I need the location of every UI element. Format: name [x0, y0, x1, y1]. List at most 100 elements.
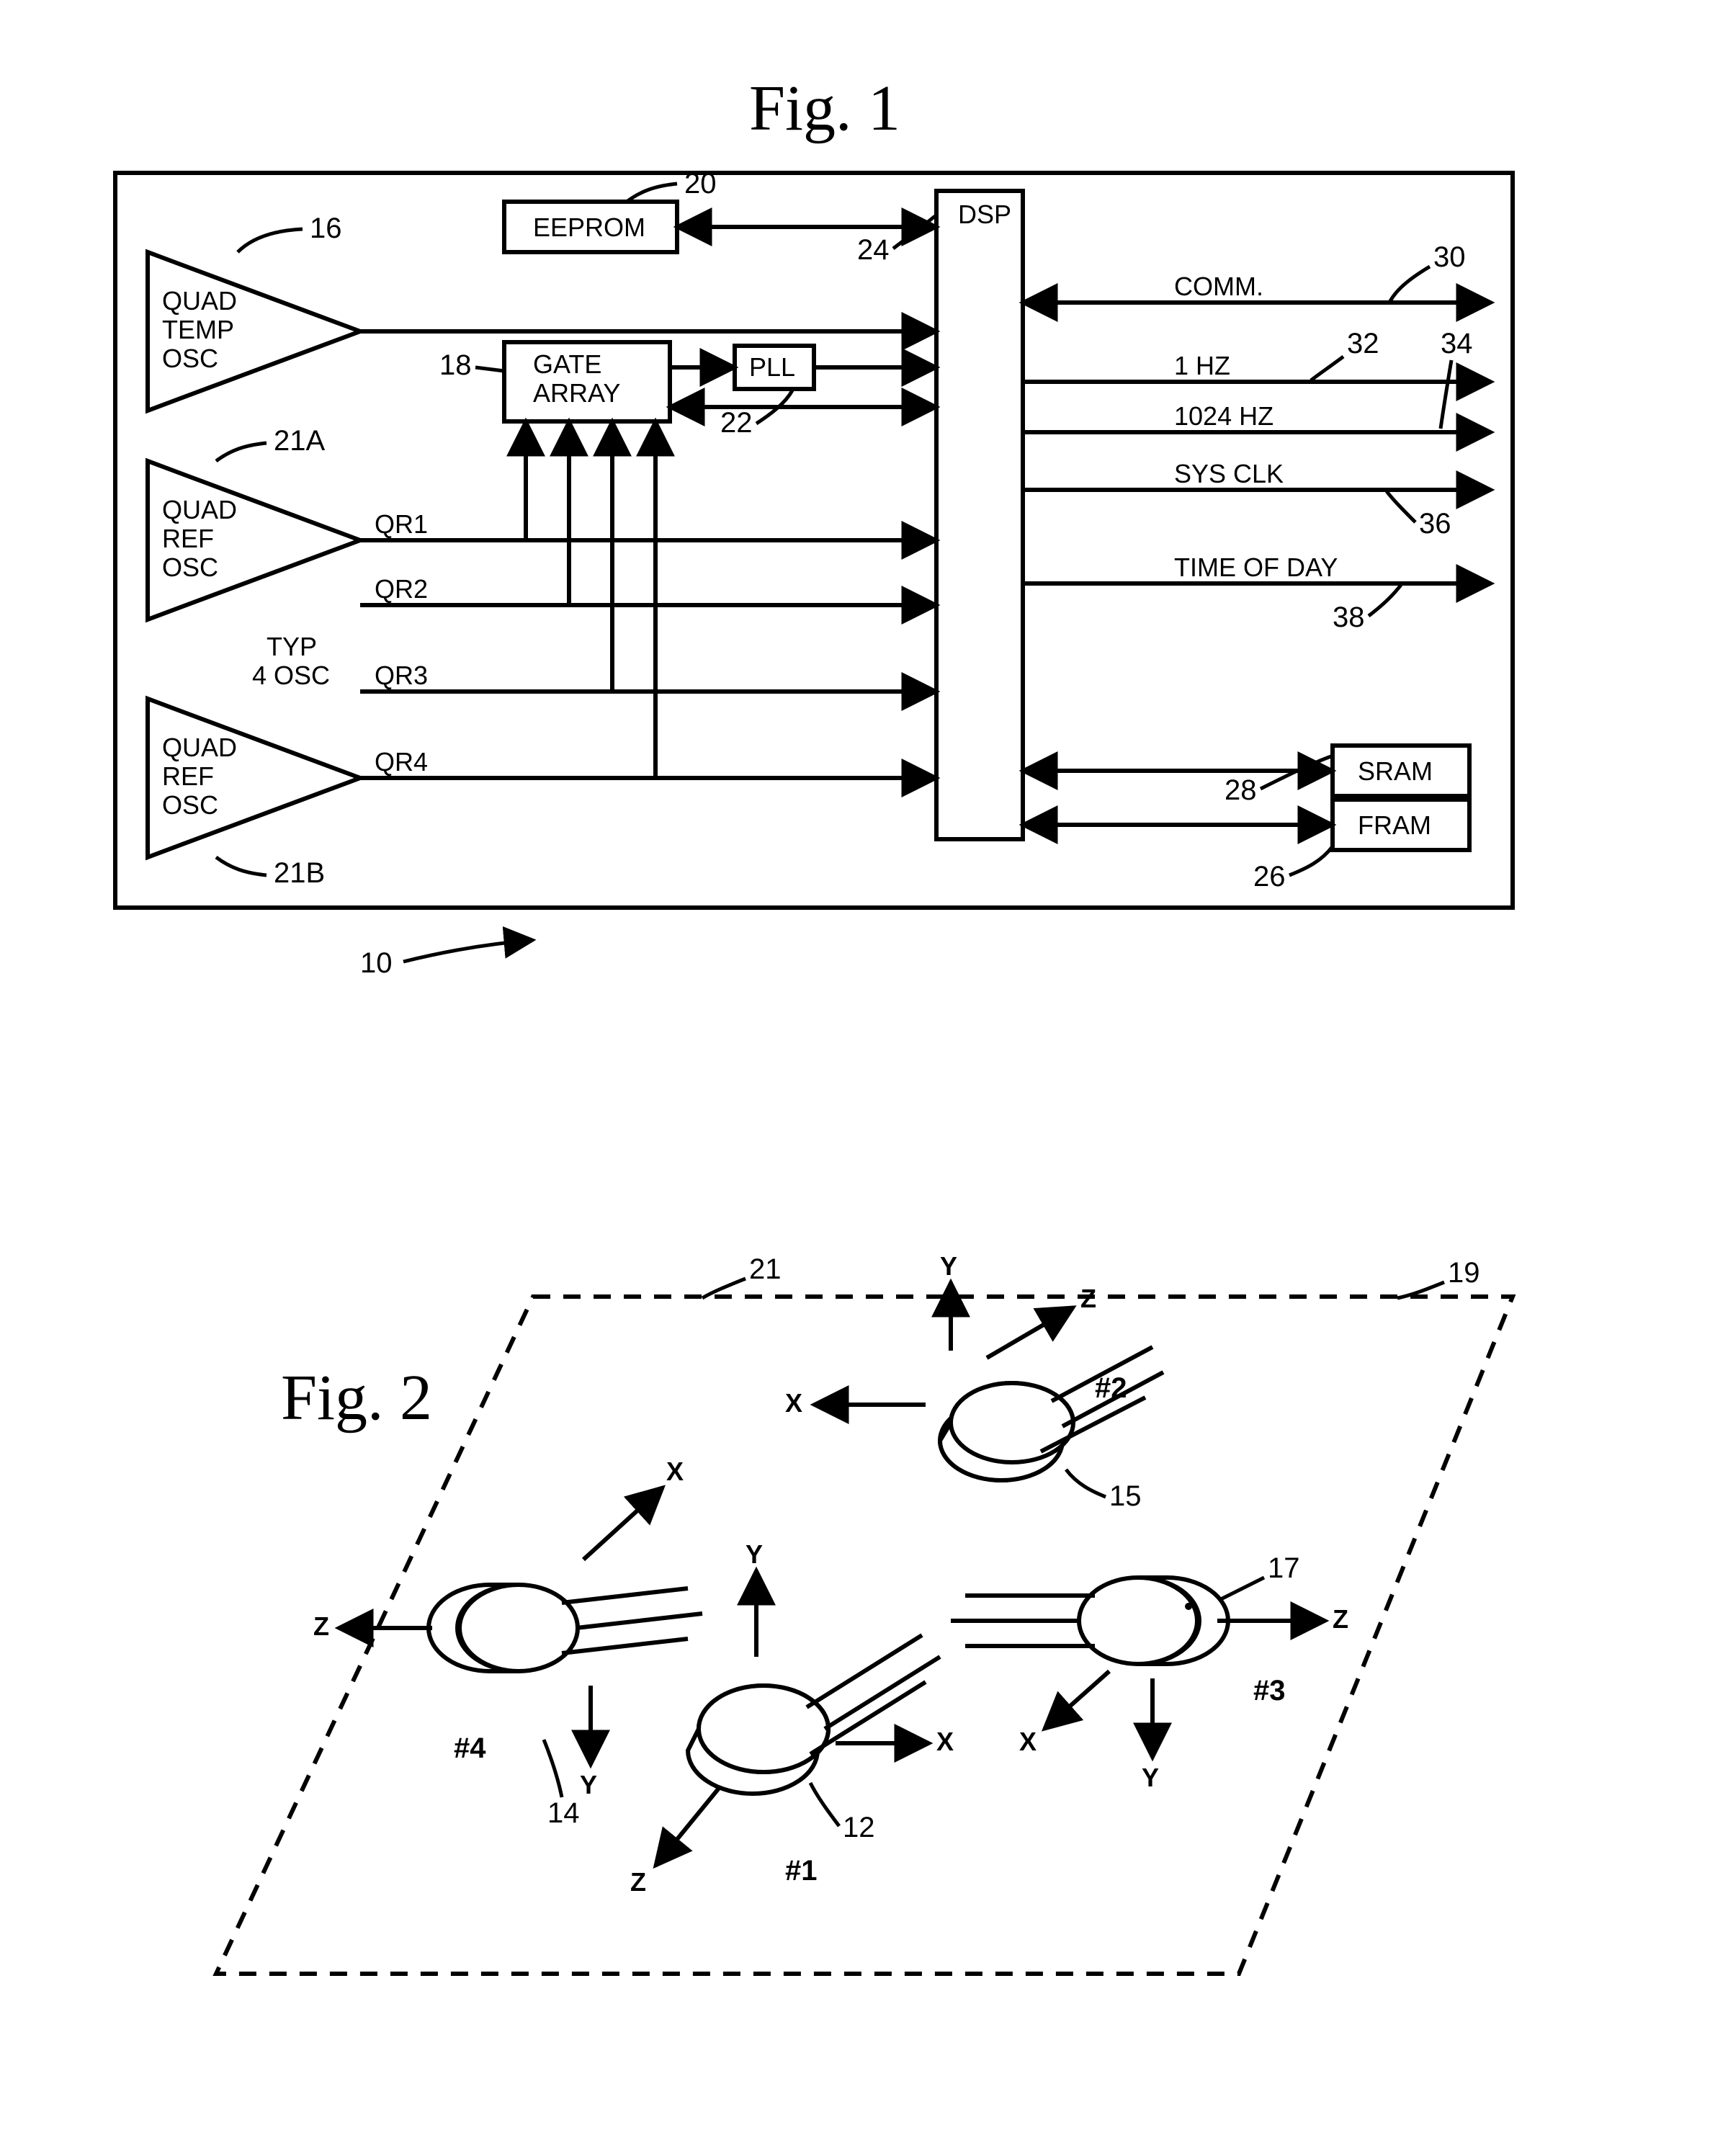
- temp-osc-l1: QUAD: [162, 286, 237, 316]
- ref-26-leader: [1289, 846, 1333, 875]
- c4-y-lbl: Y: [580, 1770, 597, 1799]
- figure-2: Fig. 2 19 21 #2 15 Y X Z: [216, 1251, 1513, 1974]
- ref-15: 15: [1109, 1480, 1142, 1512]
- ref-32: 32: [1347, 328, 1379, 359]
- c2-x-lbl: X: [785, 1388, 802, 1418]
- ref-12: 12: [843, 1812, 875, 1843]
- ref-17-leader: [1221, 1578, 1264, 1599]
- c1-z-lbl: Z: [630, 1867, 646, 1897]
- c2-y-lbl: Y: [940, 1251, 957, 1281]
- fram-label: FRAM: [1358, 810, 1431, 840]
- ref-16: 16: [310, 213, 342, 244]
- ref-15-leader: [1066, 1470, 1106, 1497]
- ref-10-leader: [403, 940, 533, 962]
- ref-26: 26: [1253, 861, 1286, 893]
- sram-label: SRAM: [1358, 756, 1433, 786]
- dsp-label: DSP: [958, 200, 1011, 229]
- qr3: QR3: [375, 661, 428, 690]
- diagram-svg: Fig. 1 10 QUAD TEMP OSC 16 QUAD REF OSC …: [29, 29, 1699, 2127]
- ref-24-leader: [893, 216, 935, 249]
- ref-18-leader: [475, 367, 504, 371]
- c1-x-lbl: X: [936, 1727, 954, 1756]
- comp1-id: #1: [785, 1855, 818, 1887]
- ref-34-leader: [1441, 360, 1451, 429]
- out-sysclk: SYS CLK: [1174, 459, 1284, 488]
- ref-21: 21: [749, 1253, 782, 1285]
- quad-ref-osc-a: QUAD REF OSC: [148, 461, 360, 619]
- refb-l1: QUAD: [162, 733, 237, 762]
- ref-36-leader: [1387, 491, 1415, 522]
- c1-z: [655, 1786, 720, 1866]
- out-1024hz: 1024 HZ: [1174, 401, 1273, 431]
- c4-z-lbl: Z: [313, 1611, 329, 1641]
- ref-28: 28: [1225, 774, 1257, 806]
- fig1-title: Fig. 1: [749, 73, 900, 144]
- comp3-id: #3: [1253, 1675, 1286, 1707]
- qr2: QR2: [375, 574, 428, 604]
- refa-l2: REF: [162, 524, 214, 553]
- ref-21a: 21A: [274, 425, 325, 457]
- ref-12-leader: [810, 1783, 839, 1826]
- c3-z-lbl: Z: [1333, 1604, 1348, 1634]
- ref-20: 20: [684, 168, 717, 200]
- component-3: [951, 1578, 1228, 1664]
- c4-x: [583, 1488, 663, 1560]
- refb-l3: OSC: [162, 790, 218, 820]
- eeprom-label: EEPROM: [533, 213, 645, 242]
- c3-x: [1044, 1671, 1109, 1729]
- ref-21a-leader: [216, 443, 267, 461]
- refb-l2: REF: [162, 761, 214, 791]
- temp-osc-l2: TEMP: [162, 315, 234, 344]
- typ-l2: 4 OSC: [252, 661, 330, 690]
- ga-l2: ARRAY: [533, 378, 620, 408]
- component-1: [688, 1635, 940, 1794]
- ref-19: 19: [1448, 1257, 1480, 1289]
- c2-z: [987, 1307, 1073, 1358]
- c1-y-lbl: Y: [746, 1539, 763, 1569]
- comp4-id: #4: [454, 1732, 486, 1764]
- c3-x-lbl: X: [1019, 1727, 1037, 1756]
- ref-38: 38: [1333, 601, 1365, 633]
- ref-34: 34: [1441, 328, 1473, 359]
- fig1-wires: [360, 227, 1491, 825]
- fig2-title: Fig. 2: [281, 1362, 432, 1433]
- dsp-block: [936, 191, 1023, 839]
- qr1: QR1: [375, 509, 428, 539]
- refa-l1: QUAD: [162, 495, 237, 524]
- qr4: QR4: [375, 747, 428, 777]
- ref-30: 30: [1433, 241, 1466, 273]
- ref-38-leader: [1369, 585, 1401, 616]
- c2-z-lbl: Z: [1080, 1284, 1096, 1313]
- ref-14-leader: [544, 1740, 562, 1797]
- ref-30-leader: [1390, 267, 1430, 301]
- ref-16-leader: [238, 229, 303, 252]
- ref-21b: 21B: [274, 857, 325, 889]
- ref-18: 18: [439, 349, 472, 381]
- ref-21b-leader: [216, 857, 267, 875]
- c3-y-lbl: Y: [1142, 1763, 1159, 1792]
- figure-1: Fig. 1 10 QUAD TEMP OSC 16 QUAD REF OSC …: [115, 73, 1513, 979]
- component-2: [940, 1347, 1163, 1480]
- ref-22: 22: [720, 407, 753, 439]
- ref-32-leader: [1311, 357, 1343, 380]
- pll-label: PLL: [749, 352, 795, 382]
- ga-l1: GATE: [533, 349, 601, 379]
- out-1hz: 1 HZ: [1174, 351, 1230, 380]
- out-comm: COMM.: [1174, 272, 1263, 301]
- ref-17: 17: [1268, 1552, 1300, 1584]
- comp2-id: #2: [1095, 1372, 1127, 1404]
- c4-x-lbl: X: [666, 1457, 684, 1486]
- page: Fig. 1 10 QUAD TEMP OSC 16 QUAD REF OSC …: [29, 29, 1699, 2127]
- component-4: [429, 1585, 702, 1671]
- fig1-ref: 10: [360, 947, 393, 979]
- quad-ref-osc-b: QUAD REF OSC: [148, 699, 360, 857]
- ref-36: 36: [1419, 508, 1451, 540]
- typ-l1: TYP: [267, 632, 317, 661]
- ref-20-leader: [627, 184, 677, 202]
- refa-l3: OSC: [162, 553, 218, 582]
- out-tod: TIME OF DAY: [1174, 553, 1338, 582]
- ref-14: 14: [547, 1797, 580, 1829]
- ref-24: 24: [857, 234, 890, 266]
- quad-temp-osc: QUAD TEMP OSC: [148, 252, 360, 411]
- temp-osc-l3: OSC: [162, 344, 218, 373]
